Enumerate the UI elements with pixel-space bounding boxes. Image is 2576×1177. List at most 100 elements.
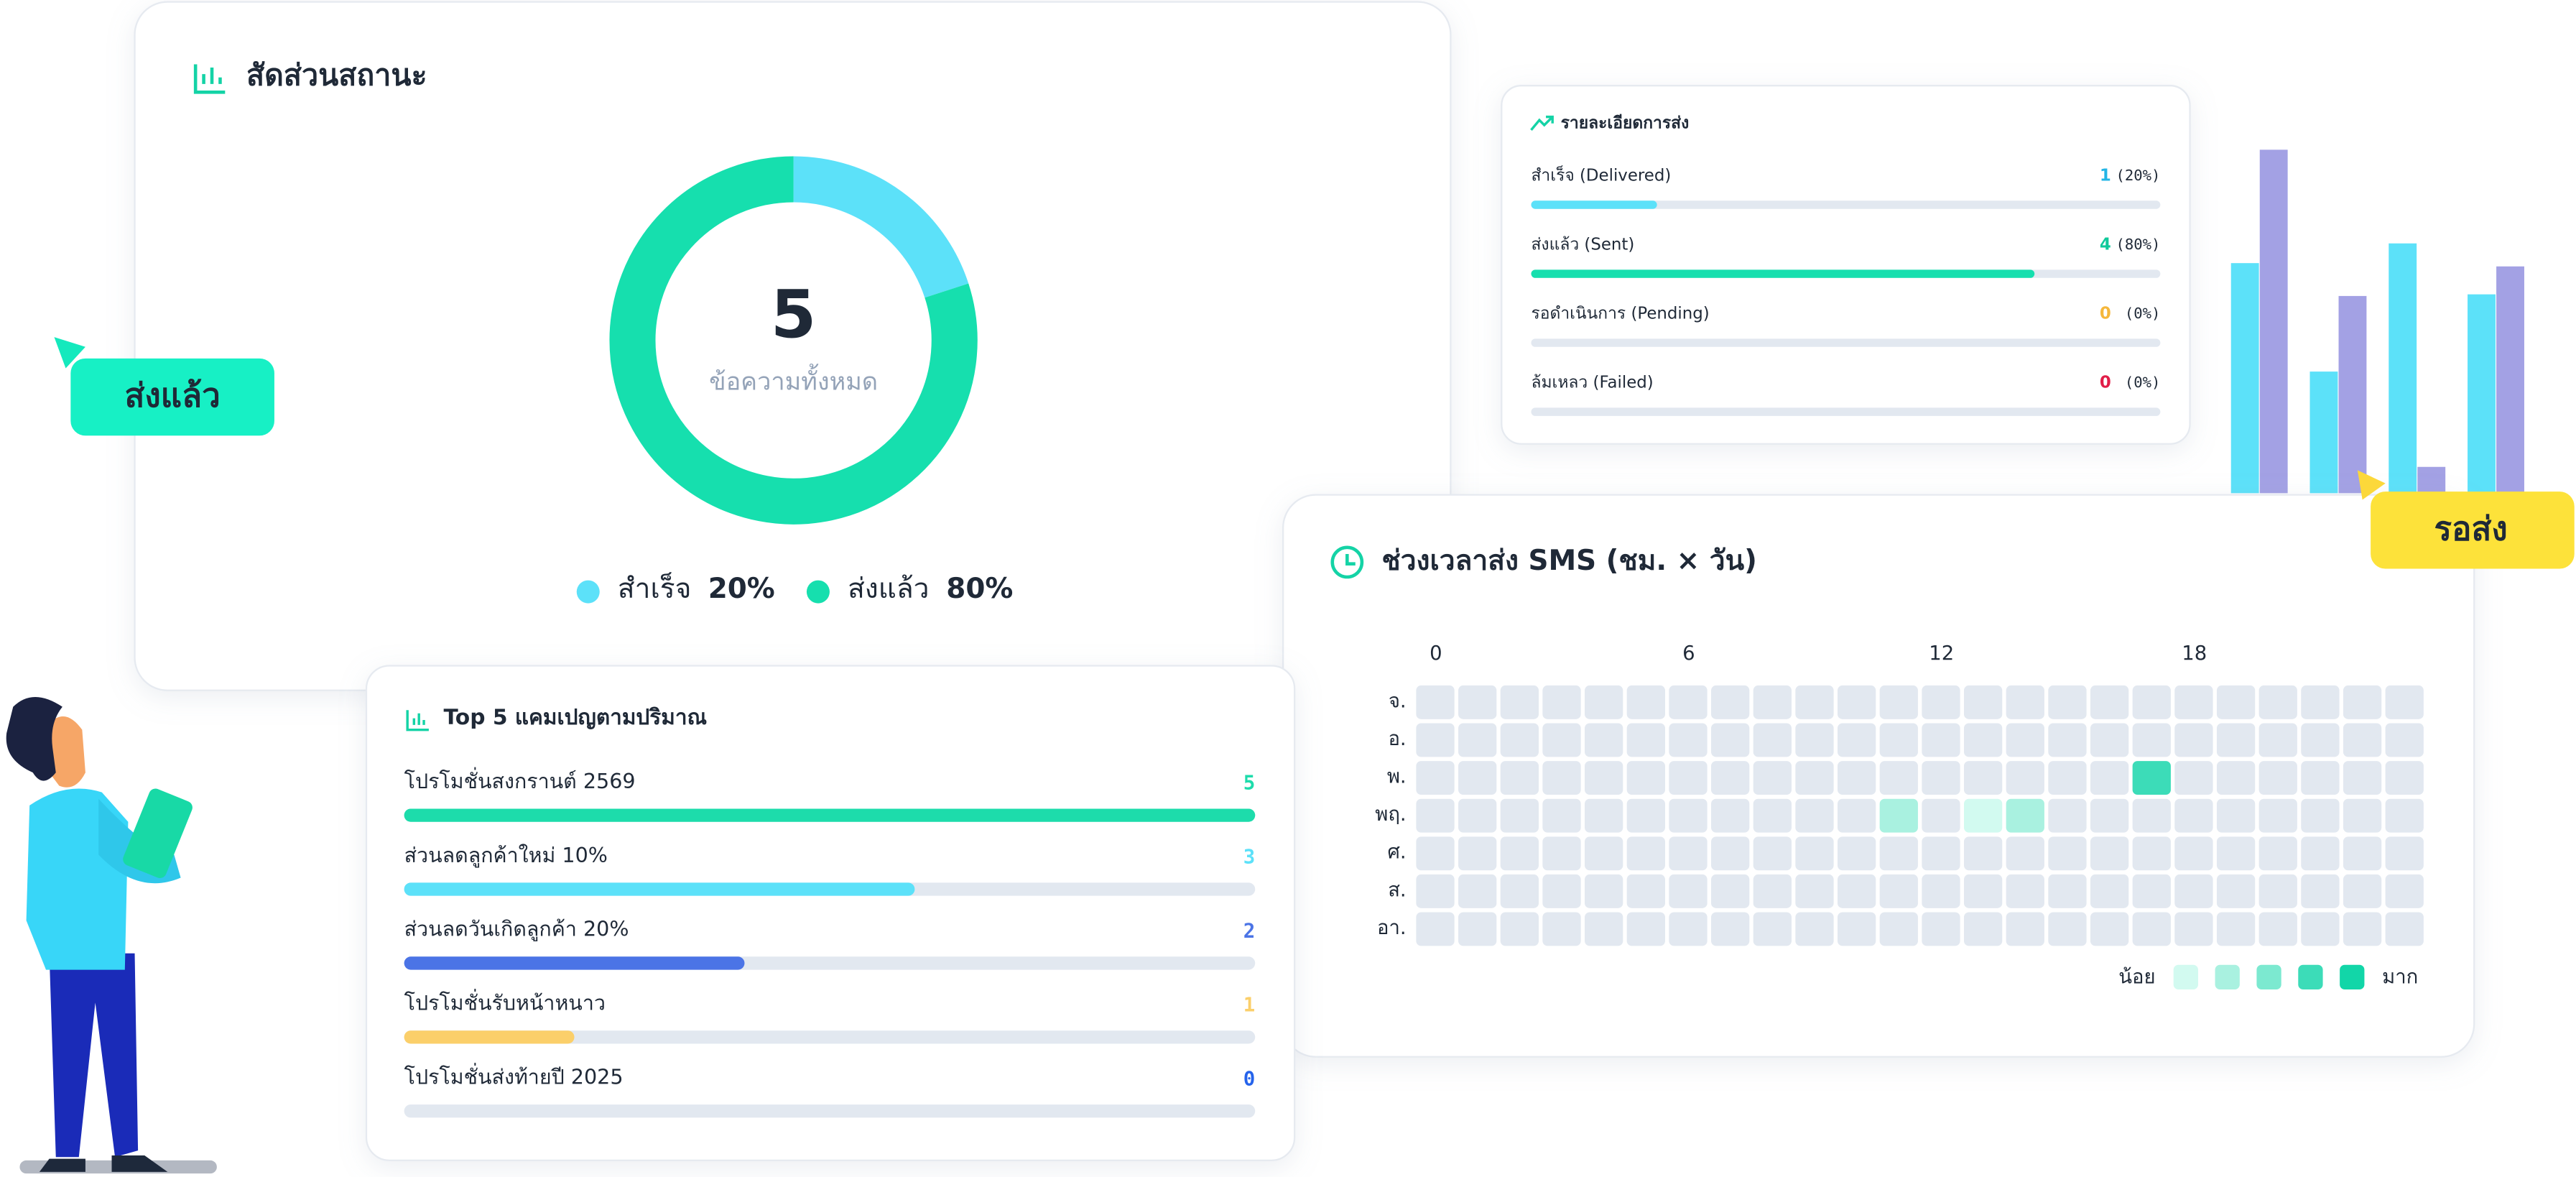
legend-dot [806, 580, 830, 604]
heat-cell [2048, 836, 2087, 871]
track [1531, 200, 2161, 209]
heat-cell [2216, 723, 2256, 757]
heat-cell [1669, 912, 1708, 946]
heat-cell [1795, 723, 1834, 757]
heat-cell [1542, 874, 1581, 908]
heat-cell [1963, 874, 2003, 908]
heat-cell [2006, 798, 2044, 833]
legend-swatch [2173, 964, 2198, 990]
heat-cell [1879, 912, 1918, 946]
heat-cell [2301, 836, 2340, 871]
heat-cell [1626, 798, 1665, 833]
heat-cell [1500, 761, 1539, 795]
heat-cell [1795, 912, 1834, 946]
status-title: สัดส่วนสถานะ [246, 58, 427, 93]
heat-cell [2216, 836, 2256, 871]
heat-cell [2343, 874, 2382, 908]
heat-cell [1922, 798, 1960, 833]
pending-badge [2371, 491, 2575, 569]
campaign-rows: โปรโมชั่นสงกรานต์ 2569 5 ส่วนลดลูกค้าใหม่ … [404, 767, 1256, 1118]
heat-cell [1542, 798, 1581, 833]
heat-cell [2343, 723, 2382, 757]
track [1531, 407, 2161, 416]
donut [609, 156, 978, 525]
heat-cell [1542, 723, 1581, 757]
hour-tick-label: 12 [1929, 642, 1954, 665]
heat-cell [2258, 685, 2297, 719]
track [1531, 338, 2161, 347]
heat-cell [1585, 798, 1623, 833]
legend-swatch [2215, 964, 2240, 990]
campaign-label: โปรโมชั่นสงกรานต์ 2569 [404, 767, 636, 793]
heat-cell [1542, 912, 1581, 946]
heat-cell [2174, 836, 2213, 871]
row-percent: (20%) [2116, 167, 2160, 184]
heat-cell [2385, 723, 2424, 757]
heat-cell [2090, 723, 2129, 757]
heat-cell [1879, 798, 1918, 833]
heat-cell [1585, 723, 1623, 757]
bar [404, 1030, 575, 1044]
heat-cell [1753, 723, 1792, 757]
track [404, 1030, 1256, 1044]
heat-cell [2216, 874, 2256, 908]
heat-cell [1837, 685, 1876, 719]
heat-cell [1669, 723, 1708, 757]
heat-cell [1963, 761, 2003, 795]
campaign-value: 1 [1243, 994, 1256, 1016]
clock-icon [1330, 545, 1364, 579]
heat-cell [1626, 836, 1665, 871]
row-count: 4 [2100, 236, 2111, 254]
heat-cell [2301, 685, 2340, 719]
heat-cell [2132, 912, 2171, 946]
heat-cell [2132, 685, 2171, 719]
heat-cell [1879, 761, 1918, 795]
heat-cell [1500, 798, 1539, 833]
heat-cell [1711, 874, 1750, 908]
heat-cell [2132, 874, 2171, 908]
heat-cell [1879, 874, 1918, 908]
row-percent: (80%) [2116, 236, 2160, 253]
heat-cell [2006, 723, 2044, 757]
pending-badge-text: รอส่ง [2434, 509, 2508, 548]
heat-cell [2132, 798, 2171, 833]
heat-cell [1585, 874, 1623, 908]
heat-cell [2174, 912, 2213, 946]
row-label: รอดำเนินการ (Pending) [1531, 305, 1709, 323]
heat-cell [1458, 836, 1497, 871]
heat-cell [1711, 798, 1750, 833]
heat-cell [1837, 874, 1876, 908]
heat-cell [2385, 798, 2424, 833]
heat-cell [1416, 874, 1455, 908]
heat-cell [1626, 761, 1665, 795]
heat-cell [1711, 723, 1750, 757]
heat-cell [2258, 723, 2297, 757]
total: 5 [771, 276, 817, 353]
heat-cell [1753, 836, 1792, 871]
bar [1531, 269, 2035, 278]
bar [2389, 243, 2417, 494]
heat-cell [1669, 798, 1708, 833]
heat-cell [1711, 761, 1750, 795]
heat-cell [2301, 912, 2340, 946]
heat-cell [1711, 836, 1750, 871]
heat-cell [1795, 761, 1834, 795]
day-label: อา. [1377, 917, 1407, 939]
heat-cell [1922, 836, 1960, 871]
bar [2417, 466, 2446, 494]
row-count: 0 [2100, 305, 2111, 323]
heat-cell [2343, 798, 2382, 833]
heat-cell [2385, 685, 2424, 719]
heat-cell [2006, 912, 2044, 946]
heat-cell [1416, 798, 1455, 833]
heat-cell [2216, 685, 2256, 719]
bar [2468, 294, 2496, 494]
heat-cell [1585, 685, 1623, 719]
person-illustration [6, 696, 217, 1174]
day-label: ส. [1388, 879, 1406, 901]
heat-cell [2048, 685, 2087, 719]
heat-cell [1626, 912, 1665, 946]
heat-cell [2006, 685, 2044, 719]
heat-cell [1500, 836, 1539, 871]
campaign-label: โปรโมชั่นส่งท้ายปี 2025 [404, 1063, 624, 1089]
